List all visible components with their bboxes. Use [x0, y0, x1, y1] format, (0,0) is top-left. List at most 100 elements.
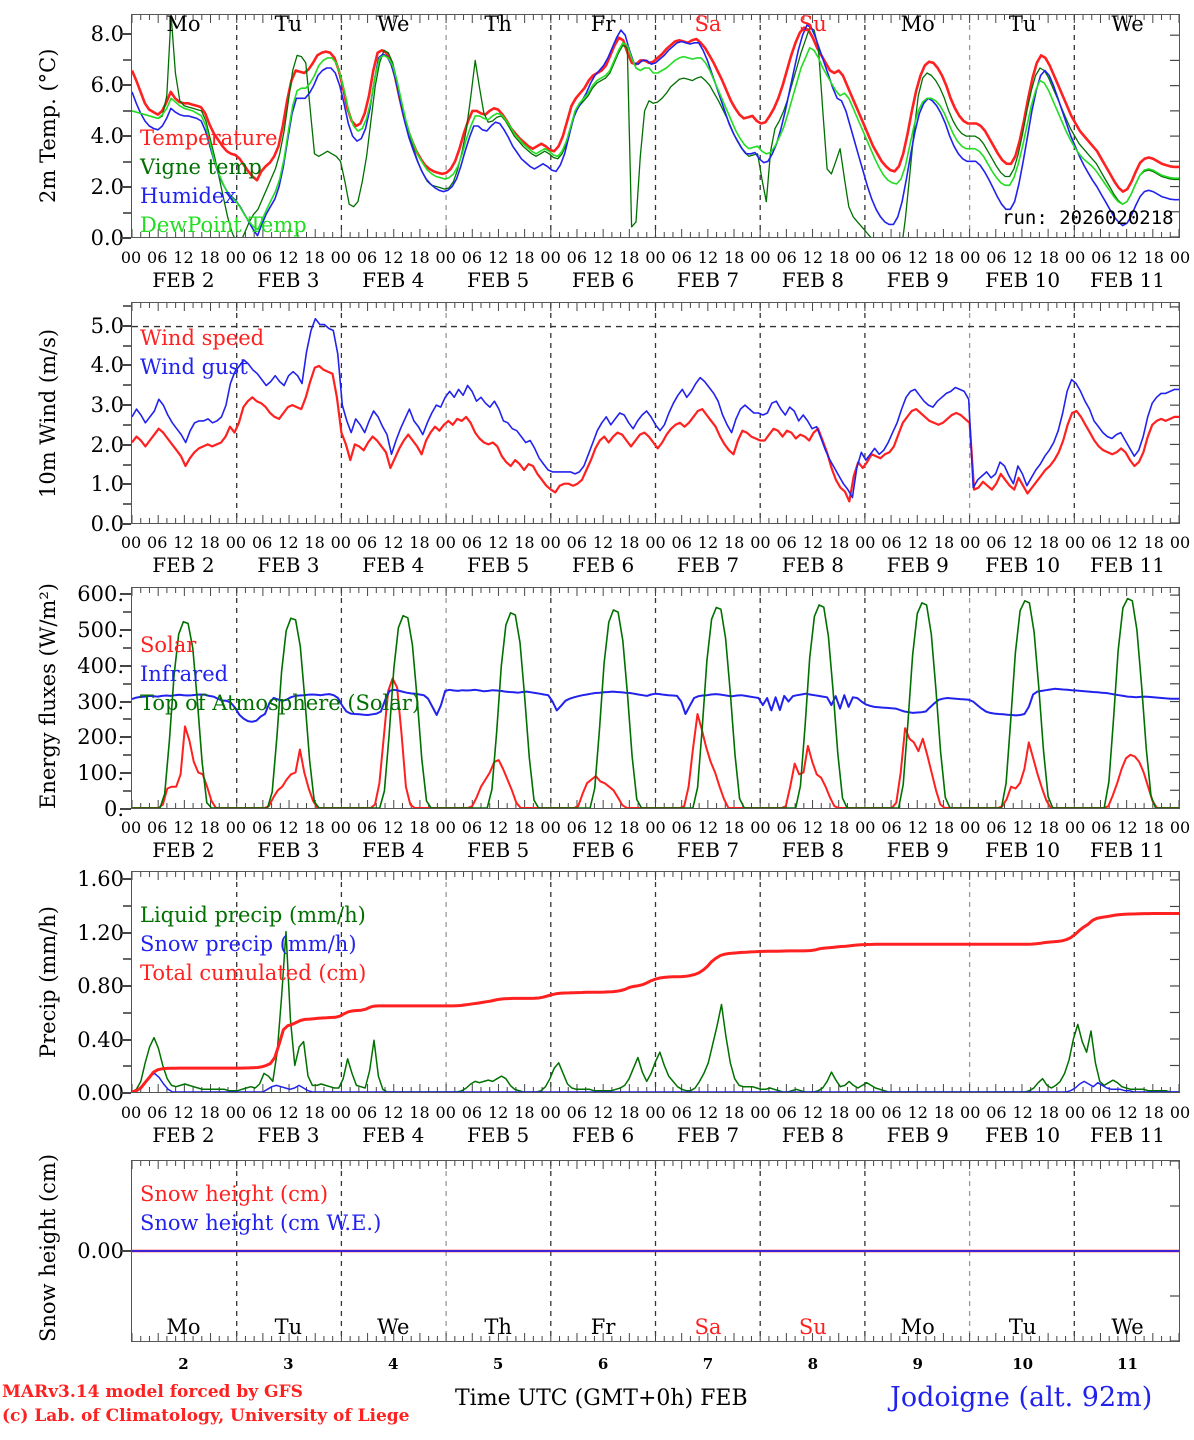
bottom-day-label-9: We	[1111, 1315, 1144, 1339]
hour-tick-label: 06	[1091, 818, 1112, 837]
hour-tick-label: 00	[855, 1103, 876, 1122]
plot-svg-precip	[132, 872, 1179, 1092]
bottom-day-number-7: 9	[912, 1355, 923, 1373]
date-label: FEB 2	[152, 838, 215, 862]
hour-tick-label: 12	[802, 533, 824, 552]
hour-tick-label: 18	[933, 533, 955, 552]
y-tick-label-wind-3: 3.0	[90, 393, 124, 418]
bottom-day-label-2: We	[377, 1315, 410, 1339]
hour-tick-label: 12	[1117, 533, 1138, 552]
hour-tick-label: 00	[750, 533, 771, 552]
hour-tick-label: 00	[120, 533, 142, 552]
hour-tick-label: 00	[540, 248, 561, 267]
hour-tick-label: 18	[514, 818, 535, 837]
date-label: FEB 10	[985, 1123, 1061, 1147]
y-minor-tick-mark	[123, 611, 131, 614]
y-tick-label-precip-1: 0.40	[77, 1027, 124, 1052]
hour-tick-label: 06	[986, 818, 1007, 837]
hour-tick-label: 12	[173, 533, 194, 552]
plot-area-precip	[131, 871, 1180, 1093]
y-minor-tick-mark	[123, 344, 131, 347]
date-label: FEB 9	[886, 1123, 949, 1147]
hour-tick-label: 00	[1169, 248, 1191, 267]
hour-tick-label: 00	[120, 818, 142, 837]
hour-tick-label: 18	[1038, 818, 1060, 837]
hour-tick-label: 06	[1091, 248, 1112, 267]
top-day-label-9: We	[1111, 12, 1144, 36]
y-tick-label-wind-1: 1.0	[90, 472, 124, 497]
y-tick-label-wind-2: 2.0	[90, 432, 124, 457]
plot-svg-temperature	[132, 15, 1179, 237]
y-minor-tick-mark	[123, 718, 131, 721]
date-label: FEB 8	[781, 1123, 844, 1147]
hour-tick-label: 12	[802, 818, 824, 837]
date-label: FEB 8	[781, 553, 844, 577]
date-label: FEB 6	[571, 268, 635, 292]
hour-tick-label: 06	[251, 818, 273, 837]
hour-tick-label: 06	[776, 248, 797, 267]
run-label: run: 2026020218	[1002, 207, 1174, 229]
y-tick-mark	[120, 700, 131, 703]
hour-tick-label: 12	[278, 248, 299, 267]
top-day-label-2: We	[377, 12, 410, 36]
date-label: FEB 5	[467, 268, 530, 292]
date-label: FEB 3	[257, 838, 320, 862]
hour-tick-label: 06	[566, 533, 587, 552]
hour-tick-label: 12	[907, 248, 928, 267]
hour-tick-label: 18	[514, 248, 535, 267]
bottom-day-label-1: Tu	[274, 1315, 303, 1339]
hour-tick-label: 06	[986, 1103, 1007, 1122]
hour-tick-label: 18	[1038, 1103, 1060, 1122]
legend-item-temperature-3: DewPoint Temp	[140, 213, 307, 237]
hour-tick-label: 06	[461, 248, 483, 267]
legend-item-temperature-1: Vigne temp	[140, 155, 262, 179]
hour-tick-label: 12	[278, 533, 299, 552]
y-minor-tick-mark	[123, 754, 131, 757]
legend-item-energy-2: Top of Atmosphere (Solar)	[140, 691, 421, 715]
top-day-label-6: Su	[798, 12, 827, 36]
y-tick-mark	[120, 878, 131, 881]
top-day-label-8: Tu	[1008, 12, 1037, 36]
hour-tick-label: 18	[1038, 533, 1060, 552]
y-tick-mark	[120, 237, 131, 239]
hour-tick-label: 06	[671, 248, 692, 267]
hour-tick-label: 18	[619, 533, 640, 552]
hour-tick-label: 00	[645, 1103, 666, 1122]
y-tick-mark	[120, 1092, 131, 1094]
hour-tick-label: 12	[1012, 533, 1033, 552]
hour-tick-label: 00	[855, 248, 876, 267]
hour-tick-label: 12	[487, 248, 509, 267]
hour-tick-label: 18	[199, 1103, 220, 1122]
y-minor-tick-mark	[123, 423, 131, 426]
hour-tick-label: 00	[120, 1103, 142, 1122]
date-label: FEB 8	[781, 838, 844, 862]
y-tick-mark	[120, 483, 131, 486]
hour-tick-label: 06	[356, 533, 378, 552]
hour-tick-label: 12	[173, 818, 194, 837]
top-day-label-0: Mo	[166, 12, 201, 36]
y-minor-tick-mark	[123, 1065, 131, 1068]
hour-tick-label: 06	[986, 248, 1007, 267]
hour-tick-label: 18	[619, 818, 640, 837]
y-tick-mark	[120, 364, 131, 367]
bottom-day-number-2: 4	[388, 1355, 399, 1373]
hour-tick-label: 18	[409, 533, 430, 552]
hour-tick-label: 18	[304, 533, 325, 552]
hour-tick-label: 00	[750, 248, 771, 267]
hour-tick-label: 18	[1143, 248, 1164, 267]
hour-tick-label: 06	[461, 1103, 483, 1122]
y-tick-mark	[120, 1250, 131, 1252]
date-label: FEB 10	[985, 838, 1061, 862]
hour-tick-label: 12	[383, 248, 404, 267]
hour-tick-label: 06	[356, 818, 378, 837]
hour-tick-label: 12	[907, 818, 928, 837]
date-label: FEB 9	[886, 838, 949, 862]
hour-tick-label: 12	[487, 818, 509, 837]
legend-item-snow-0: Snow height (cm)	[140, 1182, 329, 1206]
hour-tick-label: 12	[383, 533, 404, 552]
legend-item-temperature-0: Temperature	[140, 126, 278, 150]
legend-item-precip-0: Liquid precip (mm/h)	[140, 903, 366, 927]
date-label: FEB 11	[1090, 1123, 1166, 1147]
date-label: FEB 7	[676, 1123, 740, 1147]
hour-tick-label: 12	[592, 1103, 614, 1122]
